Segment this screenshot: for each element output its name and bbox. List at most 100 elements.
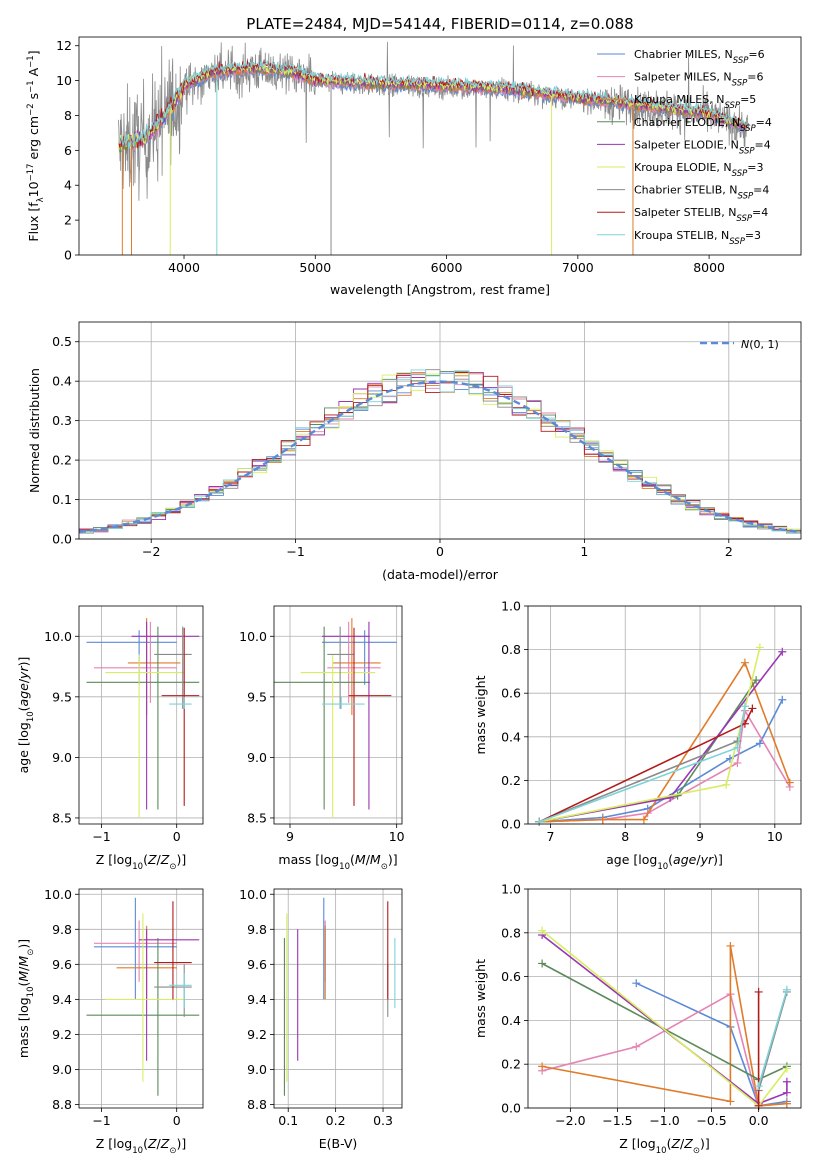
x-tick-label: −0.5 xyxy=(696,1113,726,1128)
x-tick-label: 8000 xyxy=(693,260,725,275)
weight-marker xyxy=(538,1062,547,1071)
x-tick-label: 0 xyxy=(173,1113,181,1128)
x-tick-label: 10 xyxy=(767,829,783,844)
axes-frame xyxy=(78,605,204,825)
plot-area xyxy=(78,369,802,534)
weight-marker xyxy=(733,758,742,767)
data-point xyxy=(322,696,365,709)
weight-series xyxy=(539,708,791,823)
plot-area xyxy=(283,897,396,1096)
x-tick-label: 7000 xyxy=(562,260,594,275)
model-spectrum xyxy=(118,59,746,149)
y-tick-label: 1.0 xyxy=(501,882,521,897)
x-tick-label: 9 xyxy=(696,829,704,844)
y-tick-label: 0.0 xyxy=(52,532,72,547)
y-tick-label: 9.4 xyxy=(247,992,267,1007)
weight-marker xyxy=(778,695,787,704)
data-point xyxy=(327,626,354,709)
y-tick-label: 8.5 xyxy=(52,810,72,825)
y-tick-label: 4 xyxy=(64,178,72,193)
legend-label: Kroupa ELODIE, NSSP=3 xyxy=(634,161,764,179)
weight-series xyxy=(541,934,788,1105)
data-point xyxy=(94,897,177,1000)
plot-area xyxy=(538,926,791,1110)
y-tick-label: 0.2 xyxy=(52,453,72,468)
y-tick-label: 9.8 xyxy=(52,922,72,937)
y-tick-label: 9.5 xyxy=(247,689,267,704)
data-point xyxy=(322,630,397,685)
plot-area xyxy=(86,897,200,1096)
y-axis-label: mass weight xyxy=(473,959,488,1038)
weight-marker xyxy=(538,926,547,935)
x-axis-label: age [log10(age/yr)] xyxy=(606,852,723,872)
x-axis-label: E(B-V) xyxy=(319,1136,358,1151)
weight-marker xyxy=(782,1077,791,1086)
y-tick-label: 10 xyxy=(56,73,72,88)
y-tick-label: 10.0 xyxy=(44,629,72,644)
x-axis-label: mass [log10(M/M⊙)] xyxy=(278,852,397,872)
y-axis-label: mass weight xyxy=(473,675,488,754)
weight-marker xyxy=(722,780,731,789)
weight-marker xyxy=(782,1064,791,1073)
y-tick-label: 0.3 xyxy=(52,413,72,428)
x-tick-label: 0.3 xyxy=(373,1113,393,1128)
plot-area xyxy=(535,643,794,826)
y-axis-label: age [log10(age/yr)] xyxy=(16,657,36,774)
weight-marker xyxy=(782,985,791,994)
x-tick-label: −1 xyxy=(92,1113,110,1128)
weight-series xyxy=(635,982,788,1107)
weight-marker xyxy=(782,1099,791,1108)
y-tick-label: 9.2 xyxy=(52,1027,72,1042)
panel-mass-weight-vs-z: −2.0 −1.5 −1.0 −0.5 0.0 0.0 0.2 0.4 0.6 0.8 1.0 Z [… xyxy=(473,882,802,1156)
y-tick-label: 6 xyxy=(64,143,72,158)
y-tick-label: 9.2 xyxy=(247,1027,267,1042)
data-point xyxy=(105,913,185,1082)
x-tick-label: 7 xyxy=(546,829,554,844)
y-tick-label: 9.0 xyxy=(247,1062,267,1077)
data-point xyxy=(86,630,177,685)
legend-label: Chabrier MILES, NSSP=6 xyxy=(634,48,765,66)
legend-label: Salpeter MILES, NSSP=6 xyxy=(634,71,764,89)
weight-marker xyxy=(598,815,607,824)
y-tick-label: 10.0 xyxy=(44,887,72,902)
x-axis-label: (data-model)/error xyxy=(382,567,499,582)
weight-marker xyxy=(538,959,547,968)
data-point xyxy=(94,621,177,703)
y-tick-label: 2 xyxy=(64,213,72,228)
axes-frame xyxy=(78,321,802,540)
data-point xyxy=(139,929,200,1061)
y-tick-label: 0.6 xyxy=(501,686,521,701)
weight-marker xyxy=(755,643,764,652)
weight-marker xyxy=(733,743,742,752)
legend-label: Salpeter STELIB, NSSP=4 xyxy=(634,206,768,224)
x-axis-label: Z [log10(Z/Z⊙)] xyxy=(96,852,186,872)
weight-marker xyxy=(726,1097,735,1106)
weight-marker xyxy=(740,702,749,711)
y-tick-label: 1.0 xyxy=(501,599,521,614)
data-point xyxy=(154,901,192,1000)
y-axis-label: mass [log10(M/M⊙)] xyxy=(16,939,36,1058)
weight-marker xyxy=(785,778,794,787)
y-tick-label: 9.0 xyxy=(247,750,267,765)
y-tick-label: 0.4 xyxy=(52,374,72,389)
legend-label: N(0, 1) xyxy=(741,338,779,351)
weight-marker xyxy=(632,979,641,988)
plot-area xyxy=(86,618,200,818)
figure-title: PLATE=2484, MJD=54144, FIBERID=0114, z=0… xyxy=(246,15,633,33)
panel-mass-vs-z: −1 0 8.8 9.0 9.2 9.4 9.6 9.8 10.0 Z [log10(Z/Z⊙)]… xyxy=(16,887,204,1156)
panel-residual-histogram: −2 −1 0 1 2 0.0 0.1 0.2 0.3 0.4 0.5 (data-model)/er… xyxy=(27,321,802,582)
data-point xyxy=(94,920,177,982)
y-tick-label: 0.2 xyxy=(501,1057,521,1072)
weight-marker xyxy=(740,658,749,667)
x-tick-label: 1 xyxy=(580,544,588,559)
plot-area xyxy=(274,618,397,818)
weight-marker xyxy=(752,676,761,685)
data-point xyxy=(127,618,181,715)
y-tick-label: 0.5 xyxy=(52,334,72,349)
panel-mass-vs-e-b-v-: 0.1 0.2 0.3 8.8 9.0 9.2 9.4 9.6 9.8 10.0 E(B-V) xyxy=(239,887,403,1151)
legend: Chabrier MILES, NSSP=6 Salpeter MILES, NS… xyxy=(597,48,772,247)
x-tick-label: −2.0 xyxy=(555,1113,585,1128)
y-tick-label: 12 xyxy=(56,38,72,53)
data-point xyxy=(105,654,185,818)
weight-series xyxy=(757,989,788,1087)
